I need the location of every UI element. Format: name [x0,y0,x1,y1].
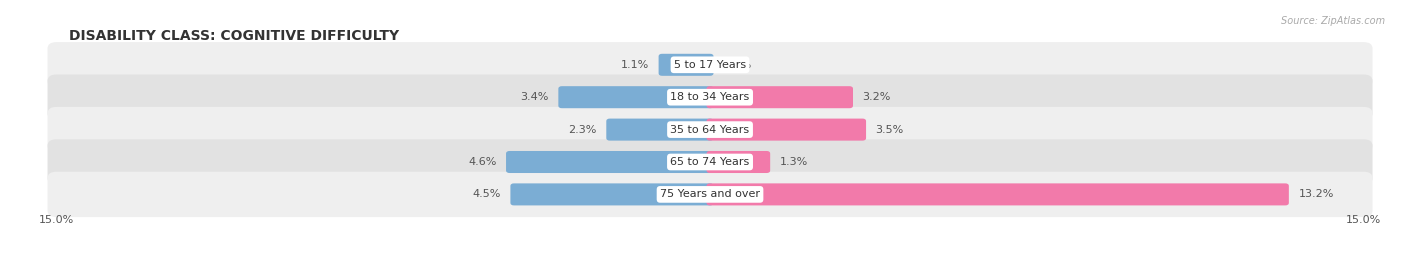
FancyBboxPatch shape [658,54,713,76]
Text: 4.5%: 4.5% [472,189,501,200]
Text: Source: ZipAtlas.com: Source: ZipAtlas.com [1281,16,1385,26]
Text: 13.2%: 13.2% [1298,189,1334,200]
Text: 1.1%: 1.1% [621,60,650,70]
Text: 4.6%: 4.6% [468,157,496,167]
FancyBboxPatch shape [506,151,713,173]
FancyBboxPatch shape [48,42,1372,87]
FancyBboxPatch shape [707,183,1289,205]
Text: 2.3%: 2.3% [568,124,596,135]
FancyBboxPatch shape [606,119,713,141]
FancyBboxPatch shape [48,139,1372,185]
FancyBboxPatch shape [707,86,853,108]
Text: 0.0%: 0.0% [723,60,751,70]
Legend: Male, Female: Male, Female [644,266,776,270]
FancyBboxPatch shape [48,172,1372,217]
Text: 5 to 17 Years: 5 to 17 Years [673,60,747,70]
FancyBboxPatch shape [510,183,713,205]
Text: 3.4%: 3.4% [520,92,548,102]
Text: 18 to 34 Years: 18 to 34 Years [671,92,749,102]
Text: DISABILITY CLASS: COGNITIVE DIFFICULTY: DISABILITY CLASS: COGNITIVE DIFFICULTY [69,29,399,43]
FancyBboxPatch shape [48,75,1372,120]
Text: 65 to 74 Years: 65 to 74 Years [671,157,749,167]
Text: 3.2%: 3.2% [862,92,891,102]
FancyBboxPatch shape [48,107,1372,152]
FancyBboxPatch shape [558,86,713,108]
FancyBboxPatch shape [707,151,770,173]
Text: 75 Years and over: 75 Years and over [659,189,761,200]
Text: 1.3%: 1.3% [780,157,808,167]
Text: 35 to 64 Years: 35 to 64 Years [671,124,749,135]
Text: 3.5%: 3.5% [876,124,904,135]
FancyBboxPatch shape [707,119,866,141]
